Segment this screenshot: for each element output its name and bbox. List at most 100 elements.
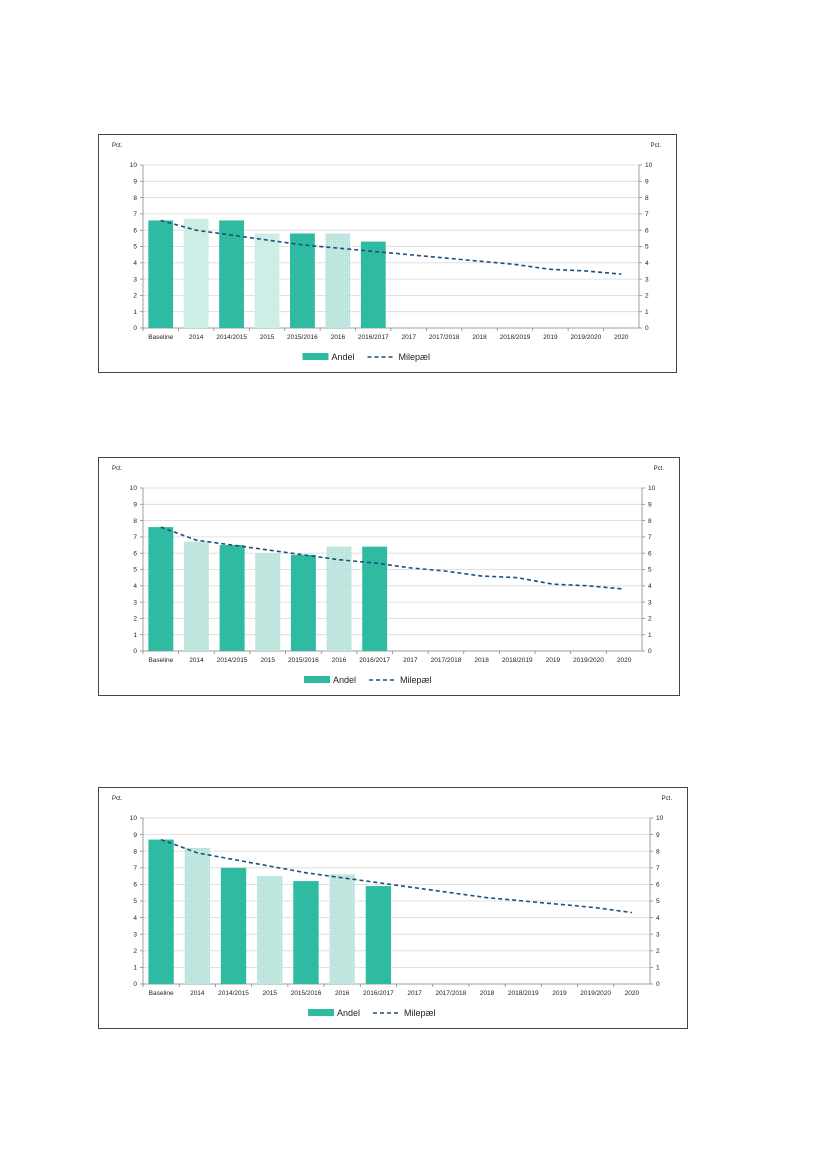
y-tick-label-right: 10 — [648, 485, 656, 492]
legend-label-milepael: Milepæl — [400, 675, 432, 685]
bar-andel — [219, 220, 244, 328]
y-tick-label-right: 1 — [645, 309, 649, 316]
y-tick-label-right: 0 — [648, 648, 652, 655]
y-tick-label-right: 5 — [656, 898, 660, 905]
bar-andel — [183, 541, 209, 651]
x-tick-label: 2014/2015 — [217, 657, 248, 664]
x-tick-label: 2014 — [190, 990, 205, 997]
x-tick-label: 2018 — [472, 334, 487, 341]
x-tick-label: 2020 — [617, 657, 632, 664]
y-tick-label-left: 1 — [133, 309, 137, 316]
y-tick-label-right: 0 — [656, 981, 660, 988]
x-tick-label: 2020 — [625, 990, 640, 997]
chart-2: Pct. Pct. 0 0 1 1 2 2 3 3 4 4 5 5 6 6 7 7 8 8 9 9 10 10 Baseline… — [112, 466, 665, 685]
bar-andel — [329, 874, 355, 984]
x-tick-label: Baseline — [149, 990, 174, 997]
y-tick-label-left: 7 — [133, 865, 137, 872]
x-tick-label: 2014/2015 — [216, 334, 247, 341]
y-tick-label-left: 3 — [133, 931, 137, 938]
x-tick-label: 2014 — [189, 334, 204, 341]
y-tick-label-left: 10 — [130, 815, 138, 822]
x-tick-label: 2018/2019 — [508, 990, 539, 997]
x-tick-label: 2019 — [552, 990, 567, 997]
y-tick-label-left: 5 — [133, 898, 137, 905]
x-tick-label: 2015/2016 — [291, 990, 322, 997]
bar-andel — [360, 241, 386, 328]
y-tick-label-left: 6 — [133, 227, 137, 234]
x-tick-label: 2016 — [335, 990, 350, 997]
bar-andel — [290, 233, 315, 328]
y-tick-label-left: 2 — [133, 948, 137, 955]
y-tick-label-right: 7 — [656, 865, 660, 872]
x-tick-label: 2019/2020 — [570, 334, 601, 341]
bar-andel — [326, 546, 352, 651]
bar-andel — [148, 839, 174, 984]
x-tick-label: 2019 — [546, 657, 561, 664]
y-tick-label-right: 5 — [648, 567, 652, 574]
y-tick-label-left: 0 — [133, 981, 137, 988]
y-tick-label-left: 0 — [133, 325, 137, 332]
y-tick-label-left: 0 — [133, 648, 137, 655]
y-unit-right: Pct. — [654, 466, 665, 472]
y-tick-label-right: 7 — [645, 211, 649, 218]
y-tick-label-right: 10 — [645, 162, 653, 169]
x-tick-label: 2016/2017 — [363, 990, 394, 997]
y-unit-right: Pct. — [662, 796, 673, 802]
x-tick-label: 2016/2017 — [358, 334, 389, 341]
bar-andel — [365, 886, 392, 984]
x-tick-label: 2018 — [474, 657, 489, 664]
y-tick-label-right: 1 — [648, 632, 652, 639]
y-tick-label-right: 2 — [656, 948, 660, 955]
x-tick-label: 2015 — [263, 990, 278, 997]
x-tick-label: 2017 — [407, 990, 422, 997]
y-tick-label-right: 8 — [648, 518, 652, 525]
x-tick-label: 2017/2018 — [429, 334, 460, 341]
bar-andel — [257, 876, 283, 984]
y-tick-label-right: 0 — [645, 325, 649, 332]
y-tick-label-right: 3 — [656, 931, 660, 938]
y-tick-label-left: 8 — [133, 848, 137, 855]
series-line-milepael — [160, 526, 625, 590]
y-tick-label-right: 4 — [656, 915, 660, 922]
x-tick-label: Baseline — [148, 334, 173, 341]
y-tick-label-left: 4 — [133, 583, 137, 590]
y-tick-label-left: 10 — [130, 162, 138, 169]
chart-1: Pct. Pct. 0 0 1 1 2 2 3 3 4 4 5 5 6 6 7 7 8 8 9 9 10 10 Baseline… — [112, 143, 662, 362]
y-tick-label-left: 4 — [133, 915, 137, 922]
y-unit-right: Pct. — [651, 143, 662, 149]
y-tick-label-right: 9 — [648, 502, 652, 509]
legend-label-andel: Andel — [337, 1008, 360, 1018]
y-tick-label-right: 4 — [645, 260, 649, 267]
y-tick-label-right: 10 — [656, 815, 664, 822]
y-tick-label-left: 8 — [133, 195, 137, 202]
y-tick-label-left: 9 — [133, 179, 137, 186]
y-tick-label-right: 9 — [645, 179, 649, 186]
y-tick-label-left: 9 — [133, 502, 137, 509]
y-unit-left: Pct. — [112, 796, 123, 802]
x-tick-label: 2017 — [403, 657, 418, 664]
legend-swatch-andel — [304, 676, 330, 683]
y-tick-label-left: 6 — [133, 550, 137, 557]
chart-panel-1: Pct. Pct. 0 0 1 1 2 2 3 3 4 4 5 5 6 6 7 7 8 8 9 9 10 10 Baseline… — [98, 134, 677, 373]
bar-andel — [219, 545, 245, 651]
bar-andel — [184, 847, 210, 984]
y-tick-label-right: 6 — [648, 550, 652, 557]
x-tick-label: 2017/2018 — [431, 657, 462, 664]
bar-andel — [290, 554, 316, 651]
x-tick-label: 2016/2017 — [359, 657, 390, 664]
x-tick-label: 2019 — [543, 334, 558, 341]
y-unit-left: Pct. — [112, 143, 123, 149]
legend-swatch-andel — [308, 1009, 334, 1016]
x-tick-label: 2014 — [189, 657, 204, 664]
chart-panel-2: Pct. Pct. 0 0 1 1 2 2 3 3 4 4 5 5 6 6 7 7 8 8 9 9 10 10 Baseline… — [98, 457, 680, 696]
series-line-milepael — [160, 838, 633, 914]
y-tick-label-left: 1 — [133, 965, 137, 972]
y-tick-label-right: 6 — [656, 882, 660, 889]
y-tick-label-right: 5 — [645, 244, 649, 251]
series-line-milepael — [160, 219, 622, 276]
y-tick-label-right: 8 — [645, 195, 649, 202]
y-tick-label-right: 6 — [645, 227, 649, 234]
y-tick-label-right: 7 — [648, 534, 652, 541]
x-tick-label: 2016 — [331, 334, 346, 341]
y-tick-label-left: 5 — [133, 567, 137, 574]
